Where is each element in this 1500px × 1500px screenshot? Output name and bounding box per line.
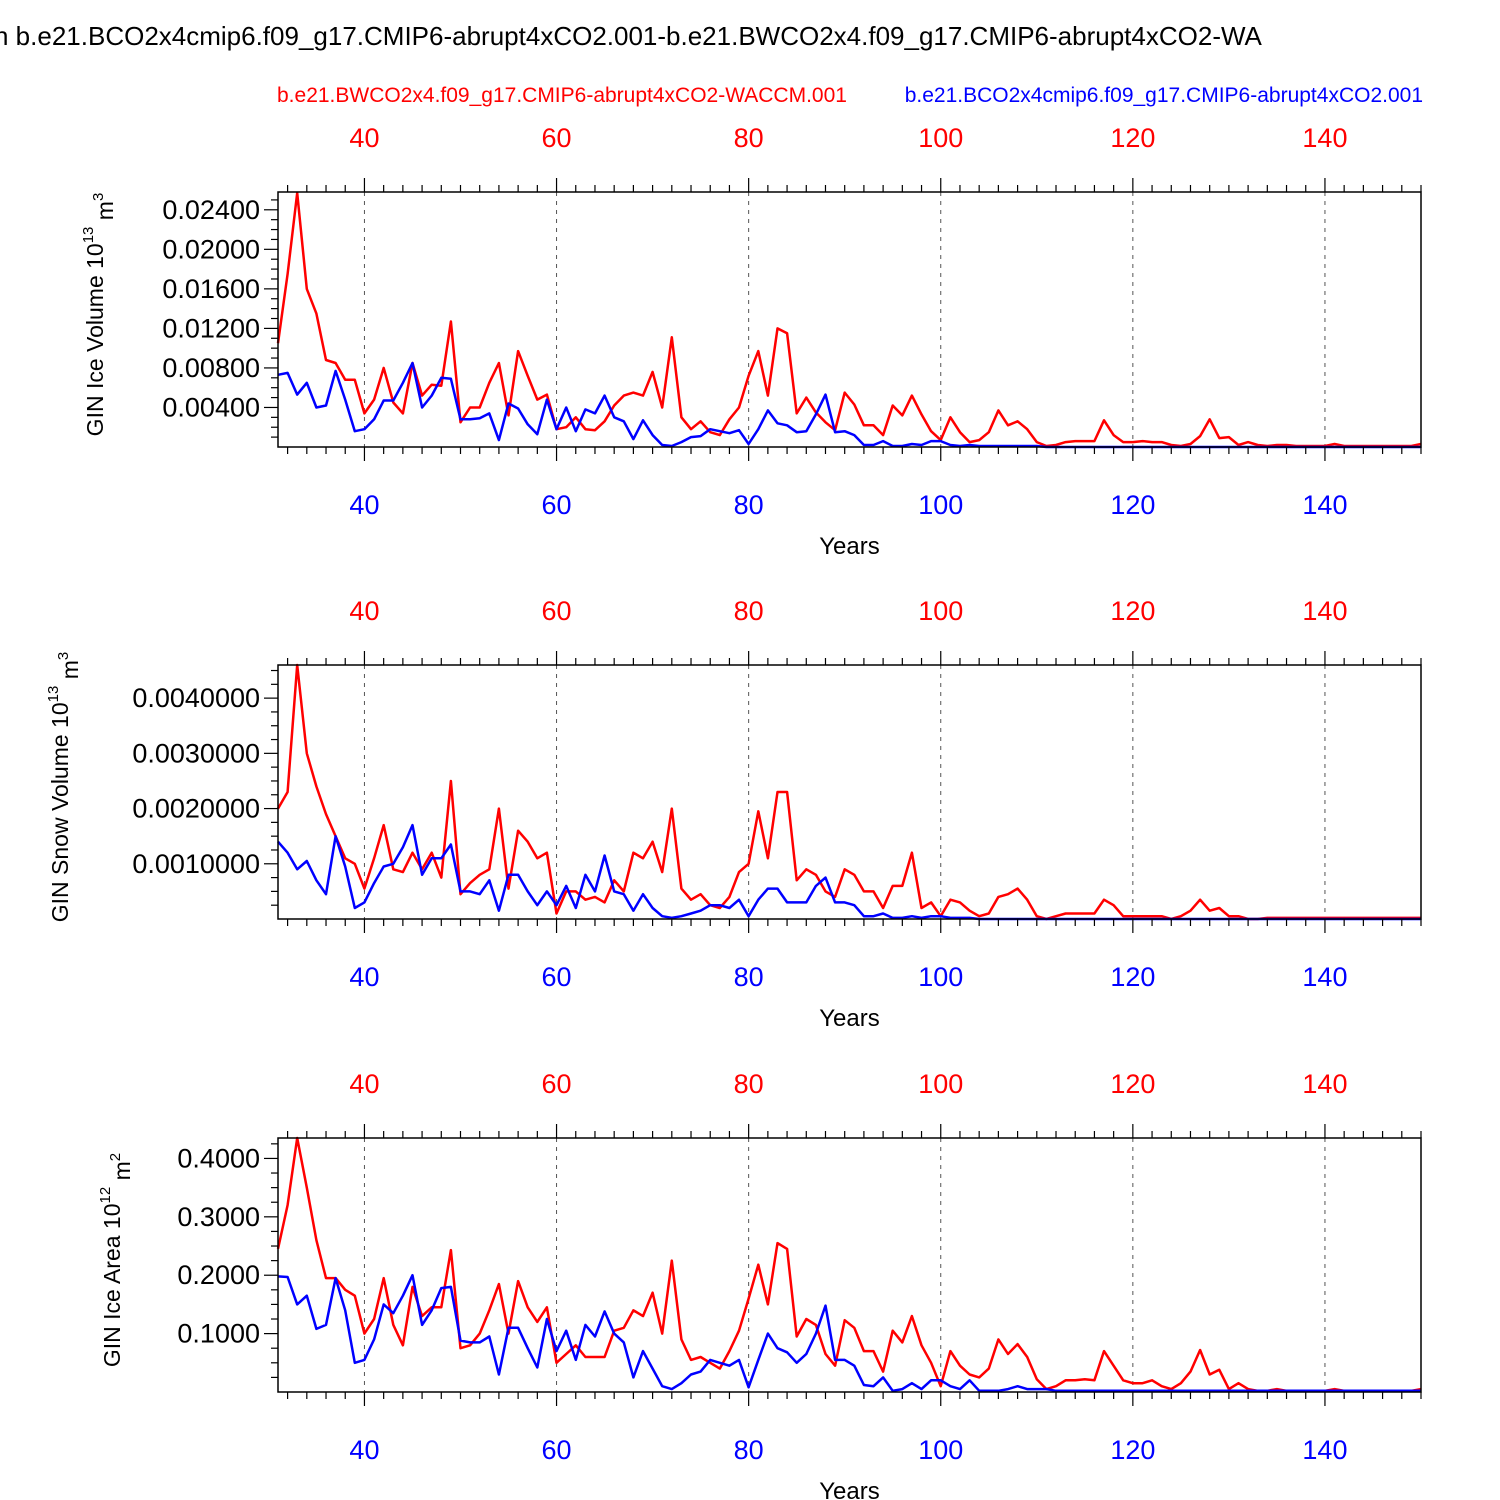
y-axis-title-part: m [109, 1161, 135, 1187]
x-tick-label-bottom: 40 [349, 490, 379, 520]
x-tick-label-bottom: 60 [542, 1435, 572, 1465]
y-tick-label: 0.01600 [162, 274, 260, 304]
y-axis-title: GIN Ice Area 1012 m2 [97, 1153, 135, 1367]
x-axis-title: Years [819, 533, 880, 560]
x-tick-label-top: 100 [918, 1069, 963, 1099]
y-axis-title-part: m [57, 660, 83, 686]
y-tick-label: 0.0010000 [132, 849, 260, 879]
y-axis-title: GIN Snow Volume 1013 m3 [45, 652, 83, 923]
series-line-blue [277, 361, 1421, 449]
x-tick-label-bottom: 120 [1110, 962, 1155, 992]
y-axis-title-part: GIN Ice Area 10 [99, 1203, 125, 1367]
y-axis-title-part: GIN Snow Volume 10 [47, 702, 73, 922]
y-axis-title-part: GIN Ice Volume 10 [82, 243, 108, 436]
y-axis-title-part: 13 [45, 686, 62, 703]
x-tick-label-top: 140 [1302, 1069, 1347, 1099]
plot-frame [277, 1137, 1422, 1393]
y-tick-label: 0.0030000 [132, 738, 260, 768]
series-line-red [276, 663, 1421, 921]
x-tick-label-top: 80 [734, 123, 764, 153]
x-tick-label-bottom: 100 [918, 490, 963, 520]
x-tick-label-top: 40 [349, 1069, 379, 1099]
y-tick-label: 0.0040000 [132, 683, 260, 713]
x-tick-label-top: 60 [542, 123, 572, 153]
x-tick-label-top: 40 [349, 596, 379, 626]
x-tick-label-bottom: 60 [542, 962, 572, 992]
x-tick-label-bottom: 100 [918, 1435, 963, 1465]
y-axis-title: GIN Ice Volume 1013 m3 [80, 193, 118, 437]
y-tick-label: 0.1000 [177, 1319, 260, 1349]
x-tick-label-bottom: 40 [349, 962, 379, 992]
chart-panel-2: 40 40 60 60 80 80 100 100 120 120 140 140 0.0010000 0… [45, 596, 1422, 1032]
x-tick-label-top: 60 [542, 596, 572, 626]
y-tick-label: 0.0020000 [132, 794, 260, 824]
y-tick-label: 0.02000 [162, 234, 260, 264]
y-tick-label: 0.00800 [162, 353, 260, 383]
x-tick-label-bottom: 120 [1110, 490, 1155, 520]
x-tick-label-top: 40 [349, 123, 379, 153]
x-tick-label-top: 140 [1302, 123, 1347, 153]
chart-panel-1: 40 40 60 60 80 80 100 100 120 120 140 140 0.00400 0.0… [80, 84, 1423, 560]
y-tick-label: 0.4000 [177, 1143, 260, 1173]
x-tick-label-bottom: 120 [1110, 1435, 1155, 1465]
x-tick-label-bottom: 80 [734, 962, 764, 992]
legend-red-series: b.e21.BWCO2x4.f09_g17.CMIP6-abrupt4xCO2-… [277, 84, 847, 107]
x-tick-label-top: 120 [1110, 1069, 1155, 1099]
y-axis-title-part: m [92, 201, 118, 227]
chart-panel-3: 40 40 60 60 80 80 100 100 120 120 140 140 0.1000 0.20… [97, 1069, 1422, 1500]
x-tick-label-bottom: 40 [349, 1435, 379, 1465]
x-tick-label-top: 80 [734, 1069, 764, 1099]
y-axis-title-part: 12 [97, 1187, 114, 1204]
chart-title: n b.e21.BCO2x4cmip6.f09_g17.CMIP6-abrupt… [0, 21, 1263, 51]
y-tick-label: 0.2000 [177, 1260, 260, 1290]
plot-frame [277, 664, 1422, 920]
y-tick-label: 0.01200 [162, 313, 260, 343]
series-line-blue [277, 1273, 1421, 1393]
y-tick-label: 0.3000 [177, 1202, 260, 1232]
y-axis-title-part: 3 [90, 193, 107, 201]
x-tick-label-top: 60 [542, 1069, 572, 1099]
x-tick-label-top: 140 [1302, 596, 1347, 626]
plot-frame [277, 191, 1422, 448]
x-tick-label-bottom: 140 [1302, 1435, 1347, 1465]
series-line-red [276, 1136, 1422, 1393]
x-tick-label-bottom: 60 [542, 490, 572, 520]
x-tick-label-top: 120 [1110, 596, 1155, 626]
series-line-red [276, 191, 1422, 448]
x-tick-label-bottom: 100 [918, 962, 963, 992]
y-axis-title-part: 2 [107, 1153, 124, 1161]
y-tick-label: 0.00400 [162, 392, 260, 422]
x-tick-label-bottom: 140 [1302, 962, 1347, 992]
x-tick-label-bottom: 80 [734, 490, 764, 520]
x-axis-title: Years [819, 1005, 880, 1032]
x-tick-label-top: 80 [734, 596, 764, 626]
x-tick-label-top: 120 [1110, 123, 1155, 153]
y-axis-title-part: 13 [80, 227, 97, 244]
y-tick-label: 0.02400 [162, 195, 260, 225]
x-axis-title: Years [819, 1478, 880, 1500]
y-axis-title-part: 3 [55, 652, 72, 660]
x-tick-label-top: 100 [918, 123, 963, 153]
x-tick-label-bottom: 140 [1302, 490, 1347, 520]
x-tick-label-bottom: 80 [734, 1435, 764, 1465]
x-tick-label-top: 100 [918, 596, 963, 626]
chart-title-svg: n b.e21.BCO2x4cmip6.f09_g17.CMIP6-abrupt… [0, 21, 1263, 51]
legend-blue-series: b.e21.BCO2x4cmip6.f09_g17.CMIP6-abrupt4x… [905, 84, 1423, 107]
